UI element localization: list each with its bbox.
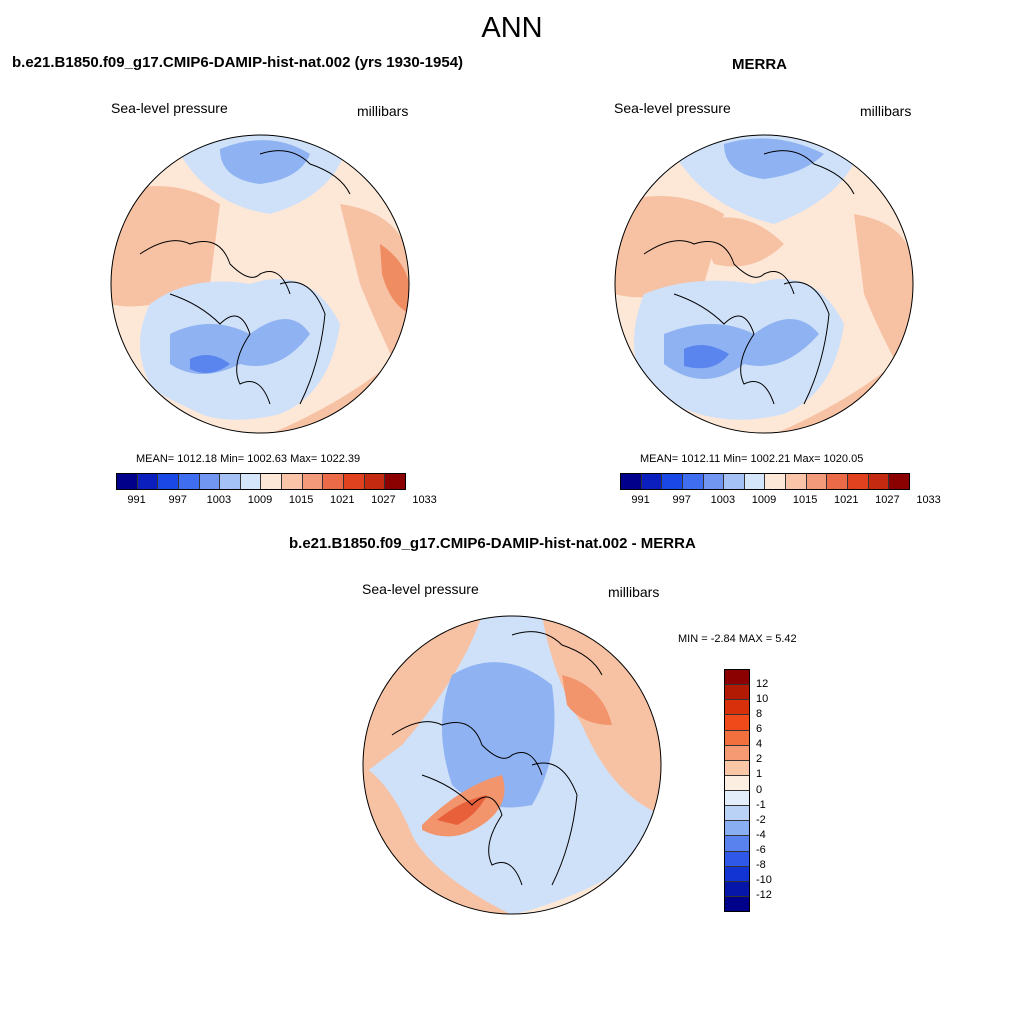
colorbar-tick-label: -8 — [756, 858, 766, 871]
colorbar-tick-label: 991 — [631, 494, 650, 506]
panel3-colorbar — [724, 669, 750, 912]
panel2-variable: Sea-level pressure — [614, 100, 731, 116]
colorbar-swatch — [725, 821, 749, 837]
colorbar-swatch — [240, 474, 262, 489]
colorbar-tick-label: 1033 — [412, 494, 437, 506]
colorbar-tick-label: 991 — [127, 494, 146, 506]
colorbar-swatch — [725, 685, 749, 701]
colorbar-swatch — [261, 474, 283, 489]
colorbar-swatch — [641, 474, 663, 489]
panel3-polar-map — [362, 615, 662, 915]
panel3-stats: MIN = -2.84 MAX = 5.42 — [678, 633, 797, 645]
colorbar-swatch — [682, 474, 704, 489]
colorbar-tick-label: -1 — [756, 798, 766, 811]
colorbar-swatch — [827, 474, 849, 489]
colorbar-swatch — [806, 474, 828, 489]
panel2-colorbar — [620, 473, 910, 490]
colorbar-swatch — [725, 775, 749, 791]
colorbar-tick-label: 0 — [756, 783, 763, 796]
colorbar-swatch — [725, 745, 749, 761]
colorbar-tick-label: 997 — [168, 494, 187, 506]
panel3-title: b.e21.B1850.f09_g17.CMIP6-DAMIP-hist-nat… — [289, 535, 696, 552]
colorbar-tick-label: 1033 — [916, 494, 941, 506]
colorbar-tick-label: -4 — [756, 828, 766, 841]
colorbar-swatch — [282, 474, 303, 489]
panel1-colorbar-ticks: 991 997 1003 1009 1015 1021 1027 1033 — [116, 494, 436, 508]
colorbar-swatch — [703, 474, 725, 489]
colorbar-swatch — [725, 700, 749, 716]
panel1-stats: MEAN= 1012.18 Min= 1002.63 Max= 1022.39 — [136, 453, 361, 465]
colorbar-swatch — [725, 866, 749, 882]
panel1-title: b.e21.B1850.f09_g17.CMIP6-DAMIP-hist-nat… — [12, 54, 464, 71]
colorbar-tick-label: 1027 — [875, 494, 900, 506]
colorbar-tick-label: 997 — [672, 494, 691, 506]
panel1-variable: Sea-level pressure — [111, 100, 228, 116]
colorbar-tick-label: 4 — [756, 738, 763, 751]
colorbar-swatch — [302, 474, 324, 489]
colorbar-swatch — [725, 791, 749, 807]
colorbar-swatch — [344, 474, 365, 489]
colorbar-swatch — [725, 730, 749, 746]
colorbar-swatch — [868, 474, 890, 489]
panel1-polar-map — [110, 134, 410, 434]
colorbar-tick-label: 2 — [756, 753, 763, 766]
colorbar-tick-label: 1003 — [710, 494, 736, 506]
colorbar-tick-label: -10 — [756, 873, 772, 886]
panel2-stats: MEAN= 1012.11 Min= 1002.21 Max= 1020.05 — [640, 453, 864, 465]
colorbar-swatch — [889, 474, 909, 489]
colorbar-tick-label: 1021 — [330, 494, 355, 506]
colorbar-swatch — [385, 474, 405, 489]
colorbar-tick-label: 6 — [756, 723, 763, 736]
colorbar-swatch — [724, 474, 745, 489]
colorbar-tick-label: 10 — [756, 693, 769, 706]
colorbar-swatch — [117, 474, 138, 489]
colorbar-swatch — [323, 474, 345, 489]
colorbar-swatch — [765, 474, 787, 489]
panel1-units: millibars — [357, 103, 409, 119]
colorbar-swatch — [220, 474, 241, 489]
panel3-units: millibars — [608, 584, 660, 600]
colorbar-swatch — [137, 474, 159, 489]
colorbar-tick-label: 12 — [756, 678, 769, 691]
colorbar-swatch — [725, 851, 749, 867]
season-title: ANN — [481, 12, 543, 44]
panel2-units: millibars — [860, 103, 912, 119]
colorbar-tick-label: 8 — [756, 708, 763, 721]
colorbar-swatch — [744, 474, 766, 489]
colorbar-swatch — [621, 474, 642, 489]
colorbar-swatch — [199, 474, 221, 489]
panel3-variable: Sea-level pressure — [362, 581, 479, 597]
colorbar-swatch — [848, 474, 869, 489]
colorbar-swatch — [725, 760, 749, 776]
panel3-colorbar-ticks: 12 10 8 6 4 2 1 0 -1 -2 -4 -6 -8 -10 -12 — [756, 669, 796, 910]
colorbar-tick-label: 1009 — [751, 494, 777, 506]
panel2-polar-map — [614, 134, 914, 434]
colorbar-swatch — [786, 474, 807, 489]
colorbar-tick-label: 1015 — [792, 494, 818, 506]
colorbar-tick-label: 1 — [756, 768, 763, 781]
colorbar-swatch — [725, 715, 749, 731]
colorbar-tick-label: 1021 — [834, 494, 859, 506]
colorbar-swatch — [725, 896, 749, 911]
colorbar-tick-label: 1009 — [247, 494, 273, 506]
colorbar-tick-label: 1027 — [371, 494, 396, 506]
colorbar-swatch — [158, 474, 179, 489]
colorbar-tick-label: -2 — [756, 813, 766, 826]
panel2-colorbar-ticks: 991 997 1003 1009 1015 1021 1027 1033 — [620, 494, 940, 508]
colorbar-swatch — [725, 806, 749, 822]
panel2-title: MERRA — [732, 56, 787, 73]
colorbar-tick-label: 1003 — [206, 494, 232, 506]
panel1-colorbar — [116, 473, 406, 490]
colorbar-tick-label: -6 — [756, 843, 766, 856]
colorbar-swatch — [725, 670, 749, 686]
colorbar-swatch — [725, 836, 749, 852]
colorbar-swatch — [364, 474, 386, 489]
colorbar-tick-label: 1015 — [288, 494, 314, 506]
colorbar-swatch — [178, 474, 200, 489]
colorbar-tick-label: -12 — [756, 888, 772, 901]
colorbar-swatch — [662, 474, 683, 489]
colorbar-swatch — [725, 881, 749, 897]
